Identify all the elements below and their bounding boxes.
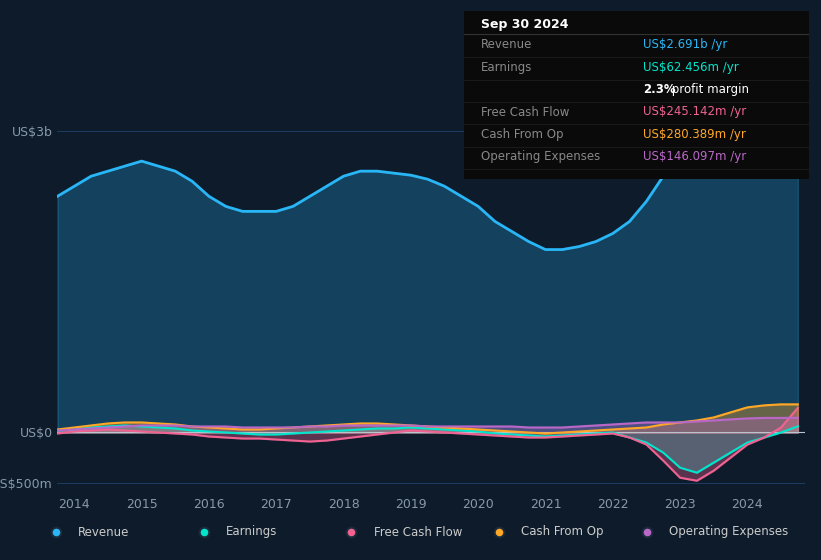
Text: profit margin: profit margin	[668, 83, 749, 96]
Text: Sep 30 2024: Sep 30 2024	[481, 18, 569, 31]
Text: 2.3%: 2.3%	[643, 83, 676, 96]
Text: Operating Expenses: Operating Expenses	[669, 525, 788, 539]
Text: Cash From Op: Cash From Op	[481, 128, 563, 141]
Text: US$245.142m /yr: US$245.142m /yr	[643, 105, 746, 119]
Text: US$280.389m /yr: US$280.389m /yr	[643, 128, 746, 141]
Text: Free Cash Flow: Free Cash Flow	[374, 525, 462, 539]
Text: Revenue: Revenue	[78, 525, 130, 539]
Text: Free Cash Flow: Free Cash Flow	[481, 105, 570, 119]
Text: Operating Expenses: Operating Expenses	[481, 150, 600, 164]
Text: Revenue: Revenue	[481, 38, 533, 52]
Text: US$62.456m /yr: US$62.456m /yr	[643, 60, 739, 74]
Text: US$146.097m /yr: US$146.097m /yr	[643, 150, 746, 164]
Text: Earnings: Earnings	[226, 525, 277, 539]
Text: Cash From Op: Cash From Op	[521, 525, 603, 539]
Text: US$2.691b /yr: US$2.691b /yr	[643, 38, 727, 52]
Text: Earnings: Earnings	[481, 60, 533, 74]
